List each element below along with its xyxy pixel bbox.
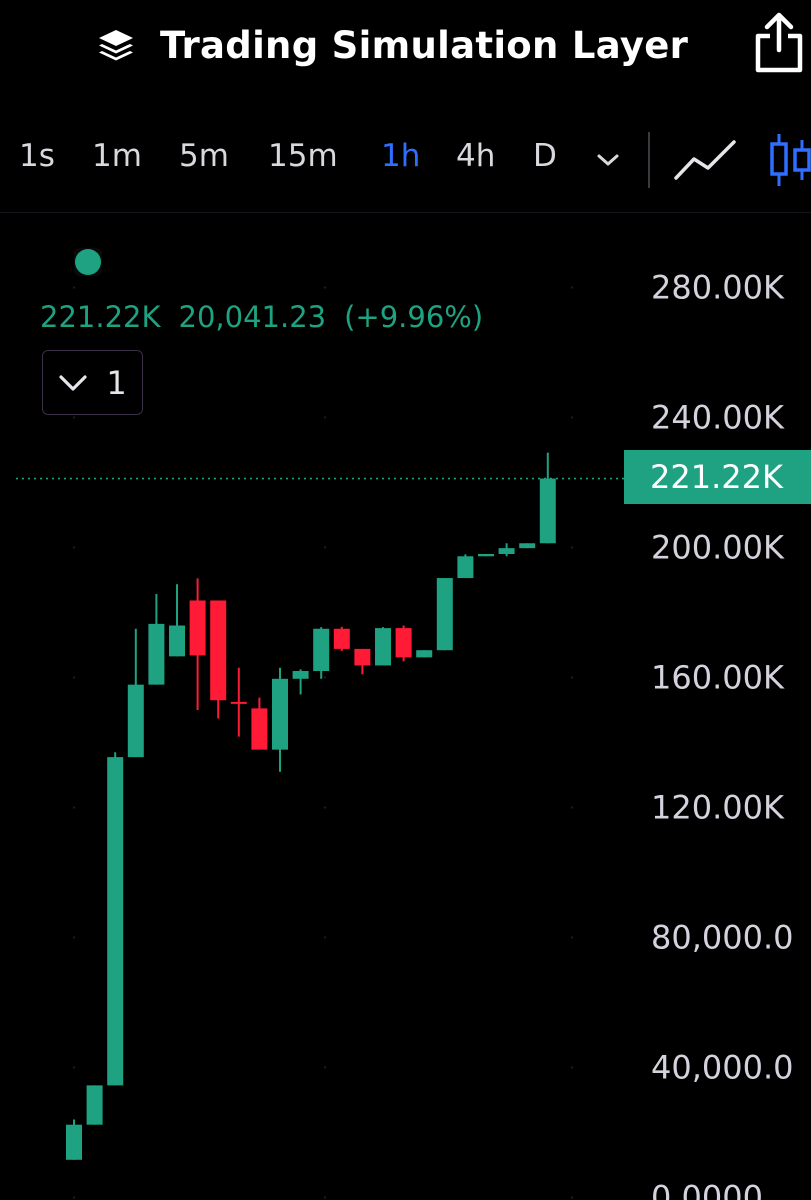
candle-body — [498, 548, 515, 554]
timeframe-1m[interactable]: 1m — [92, 138, 142, 174]
grid-dot — [323, 546, 327, 549]
title-group: Trading Simulation Layer — [96, 20, 688, 70]
layers-icon — [99, 30, 133, 61]
grid-dot — [323, 416, 327, 419]
candle-body — [416, 650, 433, 658]
candle-body — [189, 600, 206, 656]
grid-dot — [323, 806, 327, 809]
grid-dot — [323, 1066, 327, 1069]
y-axis-label: 80,000.0 — [651, 919, 794, 957]
grid-dot — [72, 1196, 76, 1199]
grid-dot — [570, 676, 574, 679]
y-axis-label: 200.00K — [651, 529, 785, 567]
grid-dot — [72, 936, 76, 939]
candle-body — [457, 556, 474, 579]
candle-body — [107, 757, 124, 1086]
grid-dot — [72, 416, 76, 419]
candle-body — [313, 628, 330, 671]
chevron-down-icon — [59, 374, 87, 391]
y-axis-label: 240.00K — [651, 399, 785, 437]
timeframe-d[interactable]: D — [533, 138, 557, 174]
candle-body — [354, 648, 371, 666]
grid-dot — [72, 546, 76, 549]
candle-body — [230, 701, 247, 704]
grid-dot — [323, 286, 327, 289]
timeframe-4h[interactable]: 4h — [456, 138, 496, 174]
grid-dot — [72, 286, 76, 289]
page-title: Trading Simulation Layer — [160, 23, 689, 67]
grid-dot — [570, 546, 574, 549]
legend-change: 20,041.23 — [178, 300, 327, 334]
candle-body — [539, 478, 556, 544]
candle-body — [66, 1124, 82, 1160]
candle-body — [292, 671, 309, 679]
toolbar-divider — [648, 132, 650, 188]
timeframe-1h[interactable]: 1h — [381, 138, 421, 174]
y-axis-label: 120.00K — [651, 789, 785, 827]
legend-values: 221.22K 20,041.23 (+9.96%) — [40, 300, 501, 334]
candle-body — [169, 625, 185, 657]
candle-body — [519, 543, 536, 549]
y-axis-label: 0.0000 — [651, 1179, 763, 1200]
grid-dot — [323, 676, 327, 679]
timeframe-toolbar: 1s 1m 5m 15m 1h 4h D — [0, 128, 811, 192]
grid-dot — [570, 936, 574, 939]
series-indicator-dot — [75, 249, 101, 275]
chevron-down-icon[interactable] — [594, 146, 622, 174]
grid-dot — [570, 806, 574, 809]
grid-dot — [72, 806, 76, 809]
candlestick-icon[interactable] — [766, 130, 811, 190]
share-icon[interactable] — [752, 12, 806, 74]
candlestick-chart[interactable]: 280.00K 240.00K 200.00K 160.00K 120.00K 80,00… — [0, 213, 811, 1200]
candle-body — [478, 554, 494, 557]
grid-dot — [323, 936, 327, 939]
legend-price: 221.22K — [40, 300, 161, 334]
legend-change-pct: (+9.96%) — [344, 300, 484, 334]
timeframe-5m[interactable]: 5m — [179, 138, 229, 174]
y-axis-label: 160.00K — [651, 659, 785, 697]
grid-dot — [72, 676, 76, 679]
grid-dot — [570, 416, 574, 419]
series-indicator — [74, 248, 102, 276]
line-chart-icon[interactable] — [672, 136, 738, 184]
candle-body — [375, 628, 391, 666]
last-price-badge: 221.22K — [624, 450, 811, 504]
timeframe-1s[interactable]: 1s — [19, 138, 55, 174]
candle-body — [86, 1085, 103, 1125]
grid-dot — [570, 286, 574, 289]
collapse-count: 1 — [106, 363, 127, 402]
candle-body — [210, 600, 227, 701]
y-axis-label: 40,000.0 — [651, 1049, 794, 1087]
candle-body — [148, 623, 165, 685]
y-axis-label: 280.00K — [651, 269, 785, 307]
candle-body — [251, 708, 268, 750]
candle-body — [395, 628, 412, 658]
toolbar-border — [0, 212, 811, 213]
candle-body — [436, 578, 453, 651]
grid-dot — [323, 1196, 327, 1199]
candle-body — [272, 678, 288, 750]
grid-dot — [570, 1196, 574, 1199]
collapse-button[interactable]: 1 — [42, 350, 143, 415]
grid-dot — [72, 1066, 76, 1069]
header: Trading Simulation Layer — [0, 0, 811, 90]
timeframe-15m[interactable]: 15m — [268, 138, 338, 174]
candle-body — [333, 628, 350, 649]
candle-body — [127, 684, 144, 758]
grid-dot — [570, 1066, 574, 1069]
